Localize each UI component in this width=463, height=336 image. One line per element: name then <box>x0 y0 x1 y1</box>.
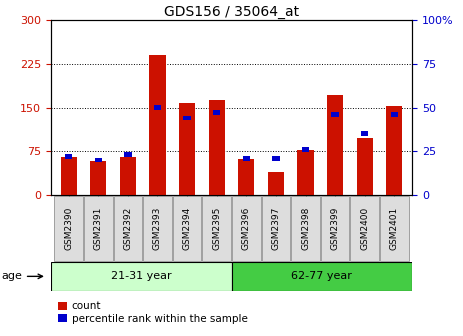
Text: GSM2390: GSM2390 <box>64 207 73 250</box>
Text: GSM2399: GSM2399 <box>331 207 339 250</box>
Text: GSM2400: GSM2400 <box>360 207 369 250</box>
Bar <box>202 196 231 261</box>
Bar <box>327 95 343 195</box>
Bar <box>391 112 398 117</box>
Bar <box>173 196 201 261</box>
Bar <box>55 196 83 261</box>
Bar <box>65 154 72 159</box>
Bar <box>183 116 191 120</box>
Bar <box>386 107 402 195</box>
Text: GSM2398: GSM2398 <box>301 207 310 250</box>
Bar <box>154 105 161 110</box>
Bar <box>238 159 255 195</box>
Bar <box>208 100 225 195</box>
Text: age: age <box>1 271 43 281</box>
Bar <box>150 55 166 195</box>
Bar <box>361 131 369 136</box>
Text: GSM2393: GSM2393 <box>153 207 162 250</box>
Text: GSM2394: GSM2394 <box>182 207 192 250</box>
Bar <box>350 196 379 261</box>
Text: GSM2395: GSM2395 <box>212 207 221 250</box>
Bar <box>143 196 172 261</box>
Text: GSM2397: GSM2397 <box>271 207 281 250</box>
Bar <box>213 111 220 115</box>
Bar <box>262 196 290 261</box>
Bar <box>114 196 142 261</box>
Text: 62-77 year: 62-77 year <box>291 271 352 281</box>
Bar <box>357 138 373 195</box>
Bar <box>94 158 102 162</box>
Bar <box>268 172 284 195</box>
Bar <box>243 156 250 161</box>
Bar <box>124 152 131 157</box>
Title: GDS156 / 35064_at: GDS156 / 35064_at <box>164 5 299 19</box>
Text: GSM2391: GSM2391 <box>94 207 103 250</box>
Bar <box>332 112 339 117</box>
Bar <box>90 161 106 195</box>
Text: GSM2396: GSM2396 <box>242 207 251 250</box>
Bar <box>321 196 349 261</box>
Bar <box>291 196 320 261</box>
Bar <box>179 103 195 195</box>
Bar <box>61 157 77 195</box>
FancyBboxPatch shape <box>51 262 232 291</box>
Legend: count, percentile rank within the sample: count, percentile rank within the sample <box>56 299 250 326</box>
Bar <box>120 157 136 195</box>
Bar <box>84 196 113 261</box>
Bar <box>297 150 313 195</box>
Text: GSM2401: GSM2401 <box>390 207 399 250</box>
Bar <box>232 196 261 261</box>
FancyBboxPatch shape <box>232 262 412 291</box>
Bar <box>272 156 280 161</box>
Text: 21-31 year: 21-31 year <box>111 271 171 281</box>
Bar <box>380 196 408 261</box>
Text: GSM2392: GSM2392 <box>124 207 132 250</box>
Bar <box>302 147 309 152</box>
